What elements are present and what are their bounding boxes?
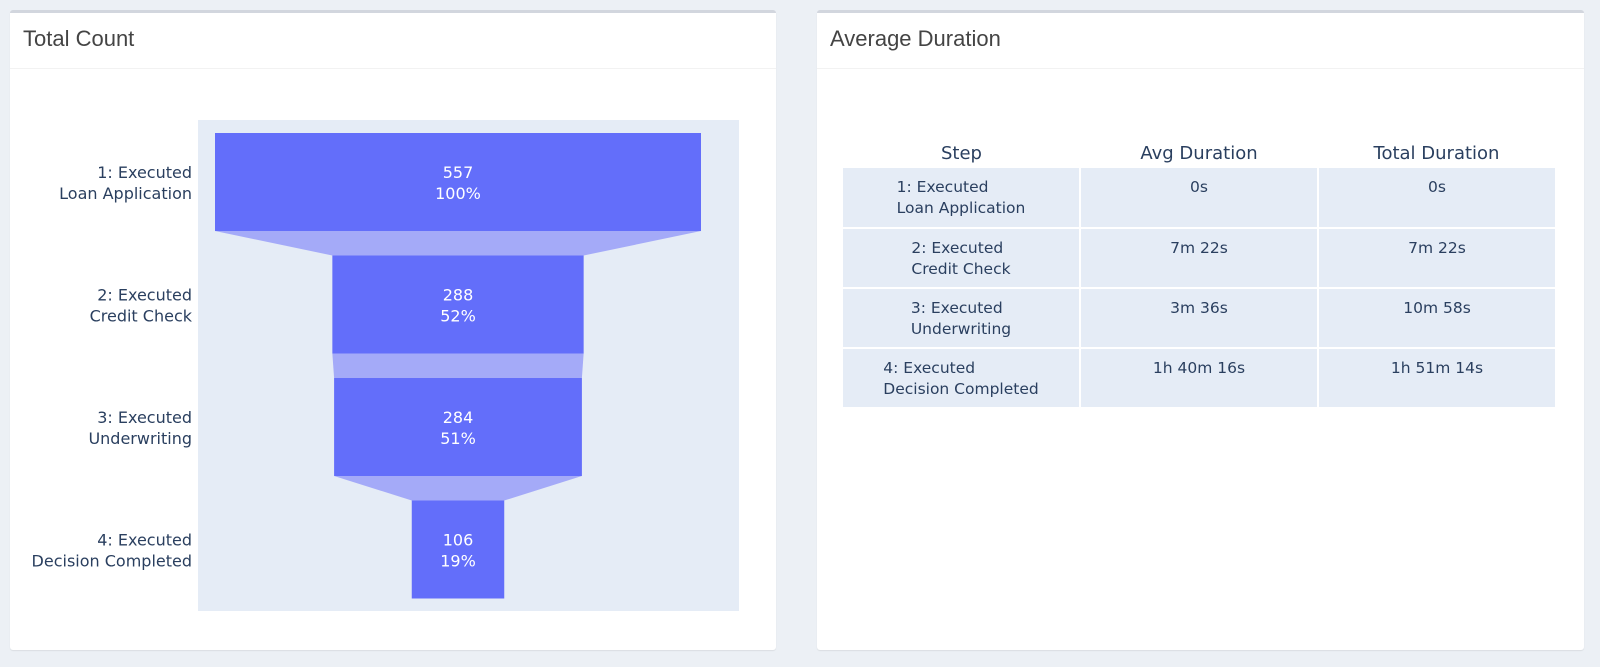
panel-header: Total Count xyxy=(10,13,776,69)
table-header-row: Step Avg Duration Total Duration xyxy=(843,130,1555,168)
duration-table: Step Avg Duration Total Duration 1: Exec… xyxy=(843,130,1555,409)
step-cell: 4: Executed Decision Completed xyxy=(843,348,1081,409)
total-duration-cell: 10m 58s xyxy=(1318,288,1555,349)
funnel-percent-label: 100% xyxy=(435,184,481,203)
avg-duration-cell: 1h 40m 16s xyxy=(1080,348,1319,409)
total-duration-cell: 7m 22s xyxy=(1318,228,1555,289)
panel-title: Average Duration xyxy=(830,26,1001,51)
step-cell: 3: Executed Underwriting xyxy=(843,288,1081,349)
funnel-bar xyxy=(332,255,584,354)
table-row: 3: Executed Underwriting 3m 36s 10m 58s xyxy=(843,288,1555,349)
funnel-percent-label: 52% xyxy=(440,307,476,326)
total-duration-cell: 1h 51m 14s xyxy=(1318,348,1555,409)
funnel-percent-label: 19% xyxy=(440,552,476,571)
funnel-category-label: 1: Executed Loan Application xyxy=(59,163,192,203)
funnel-value-label: 557 xyxy=(443,163,474,182)
table-row: 2: Executed Credit Check 7m 22s 7m 22s xyxy=(843,228,1555,289)
avg-duration-cell: 3m 36s xyxy=(1080,288,1319,349)
avg-duration-cell: 7m 22s xyxy=(1080,228,1319,289)
funnel-value-label: 288 xyxy=(443,286,474,305)
funnel-connector xyxy=(334,476,582,501)
column-header-total-duration: Total Duration xyxy=(1373,143,1500,164)
step-text: 2: Executed Credit Check xyxy=(911,239,1011,278)
total-count-panel: Total Count 557 100% 1: Executed Loan Appli… xyxy=(10,10,776,650)
funnel-category-label: 2: Executed Credit Check xyxy=(90,286,193,326)
table-row: 1: Executed Loan Application 0s 0s xyxy=(843,168,1555,229)
average-duration-panel: Average Duration Step Avg Duration Total… xyxy=(817,10,1584,650)
step-cell: 1: Executed Loan Application xyxy=(843,168,1081,229)
panel-title: Total Count xyxy=(23,26,135,51)
funnel-connector xyxy=(215,231,701,256)
funnel-chart: 557 100% 1: Executed Loan Application 288 52%… xyxy=(32,120,739,611)
funnel-value-label: 284 xyxy=(443,408,474,427)
column-header-step: Step xyxy=(941,143,982,164)
step-text: 4: Executed Decision Completed xyxy=(883,359,1039,398)
column-header-avg-duration: Avg Duration xyxy=(1140,143,1258,164)
funnel-bar xyxy=(215,133,701,231)
funnel-value-label: 106 xyxy=(443,531,474,550)
step-cell: 2: Executed Credit Check xyxy=(843,228,1081,289)
panel-header: Average Duration xyxy=(817,13,1584,69)
funnel-category-label: 4: Executed Decision Completed xyxy=(32,531,192,571)
funnel-category-label: 3: Executed Underwriting xyxy=(88,408,192,448)
avg-duration-cell: 0s xyxy=(1080,168,1319,229)
table-row: 4: Executed Decision Completed 1h 40m 16… xyxy=(843,348,1555,409)
step-text: 1: Executed Loan Application xyxy=(896,178,1026,217)
funnel-bar xyxy=(334,378,582,476)
funnel-percent-label: 51% xyxy=(440,429,476,448)
step-text: 3: Executed Underwriting xyxy=(910,299,1012,338)
total-duration-cell: 0s xyxy=(1318,168,1555,229)
funnel-connector xyxy=(332,353,584,378)
funnel-bar xyxy=(411,500,505,599)
